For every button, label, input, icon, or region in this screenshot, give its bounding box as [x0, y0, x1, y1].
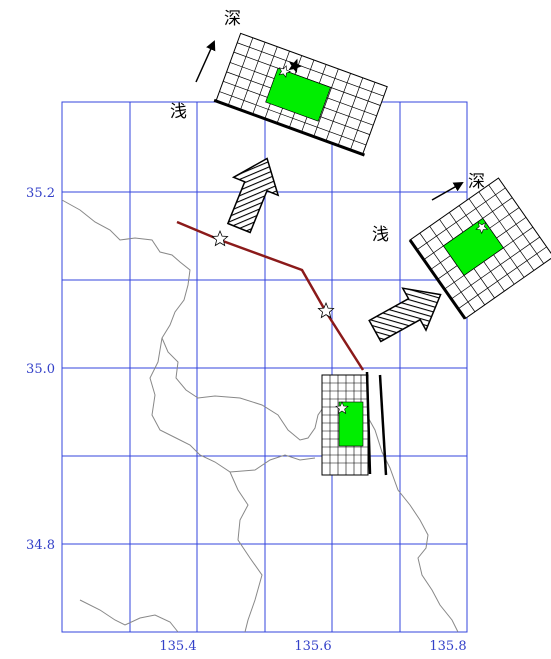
fault-trace: [176, 220, 365, 371]
epicenter-stars: [211, 229, 335, 319]
lon-tick-label: 135.8: [429, 639, 466, 654]
epicenter-star-icon: [335, 401, 349, 415]
inset-fault-plane-left: [213, 32, 388, 157]
lat-tick-labels: 35.2 35.0 34.8: [26, 186, 55, 553]
dip-arrow-left: [195, 40, 216, 83]
lat-tick-label: 35.0: [26, 362, 55, 377]
shallow-label-left: 浅: [170, 102, 187, 122]
lon-tick-label: 135.6: [294, 639, 331, 654]
lon-tick-label: 135.4: [159, 639, 196, 654]
lat-tick-label: 35.2: [26, 186, 55, 201]
epicenter-star-icon: [475, 221, 489, 235]
epicenter-star-icon: [278, 65, 291, 78]
deep-label-left: 深: [224, 9, 241, 29]
hatched-arrow-right: [368, 287, 442, 343]
lon-tick-labels: 135.4 135.6 135.8: [159, 639, 466, 654]
grid-lines: [62, 102, 467, 632]
map-fault-plane: [321, 371, 388, 476]
map-frame: [61, 101, 468, 633]
deep-label-right: 深: [468, 172, 485, 192]
epicenter-star-icon: [317, 301, 335, 319]
lat-tick-label: 34.8: [26, 538, 55, 553]
shallow-label-right: 浅: [372, 225, 389, 245]
dip-arrow-right: [431, 182, 464, 201]
hypocenter-star-icon: [288, 58, 303, 74]
inset-fault-plane-right: [408, 177, 551, 320]
hatched-arrow-left: [226, 157, 280, 234]
epicenter-star-icon: [211, 229, 229, 247]
boundary-lines: [61, 199, 459, 633]
